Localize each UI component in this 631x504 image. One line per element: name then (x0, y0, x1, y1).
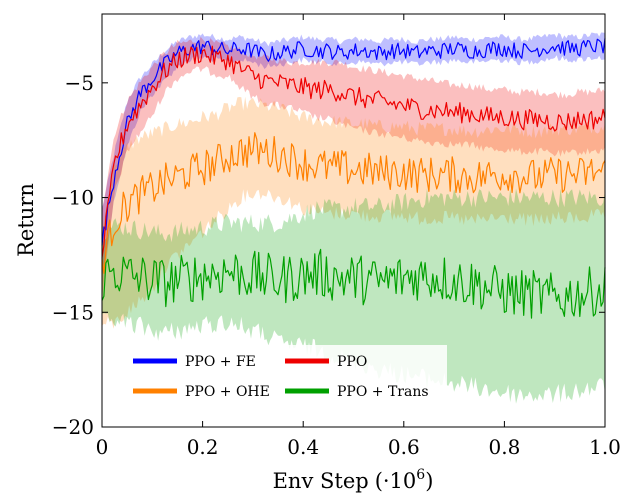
y-tick-label: −5 (65, 71, 94, 95)
confidence-bands (102, 32, 605, 404)
x-tick-label: 0 (96, 435, 109, 459)
x-tick-label: 1.0 (589, 435, 621, 459)
x-tick-label: 0.4 (287, 435, 319, 459)
x-axis-label-close: ) (425, 469, 433, 493)
plot-frame (101, 13, 606, 428)
y-tick-label: −20 (52, 415, 94, 439)
band-ppo-trans (102, 188, 605, 404)
axis-ticks: 0 0.2 0.4 0.6 0.8 1.0 −20 −15 −10 −5 (52, 14, 621, 459)
x-tick-label: 0.8 (488, 435, 520, 459)
band-ppo-fe (102, 32, 605, 279)
x-tick-label: 0.6 (388, 435, 420, 459)
x-axis-label: Env Step (·106) (273, 467, 434, 493)
series-line-ppo-trans (101, 248, 606, 319)
legend-label-ppo-ohe: PPO + OHE (185, 384, 270, 400)
series-lines (101, 38, 606, 319)
y-tick-label: −10 (52, 186, 94, 210)
x-axis-label-unit: (·10 (375, 469, 417, 493)
legend-label-ppo-fe: PPO + FE (185, 354, 256, 370)
legend-label-ppo: PPO (337, 354, 367, 370)
legend-box (122, 345, 447, 409)
x-axis-label-exponent: 6 (416, 467, 425, 483)
legend: PPO + FE PPO PPO + OHE PPO + Trans (122, 345, 447, 409)
band-ppo (102, 36, 605, 299)
legend-label-ppo-trans: PPO + Trans (337, 384, 429, 400)
x-tick-label: 0.2 (187, 435, 219, 459)
series-line-ppo (101, 45, 606, 258)
x-axis-label-text: Env Step (273, 469, 369, 493)
band-ppo-ohe (102, 96, 605, 329)
y-axis-label: Return (14, 183, 38, 257)
y-tick-label: −15 (52, 300, 94, 324)
series-line-ppo-ohe (101, 132, 606, 274)
